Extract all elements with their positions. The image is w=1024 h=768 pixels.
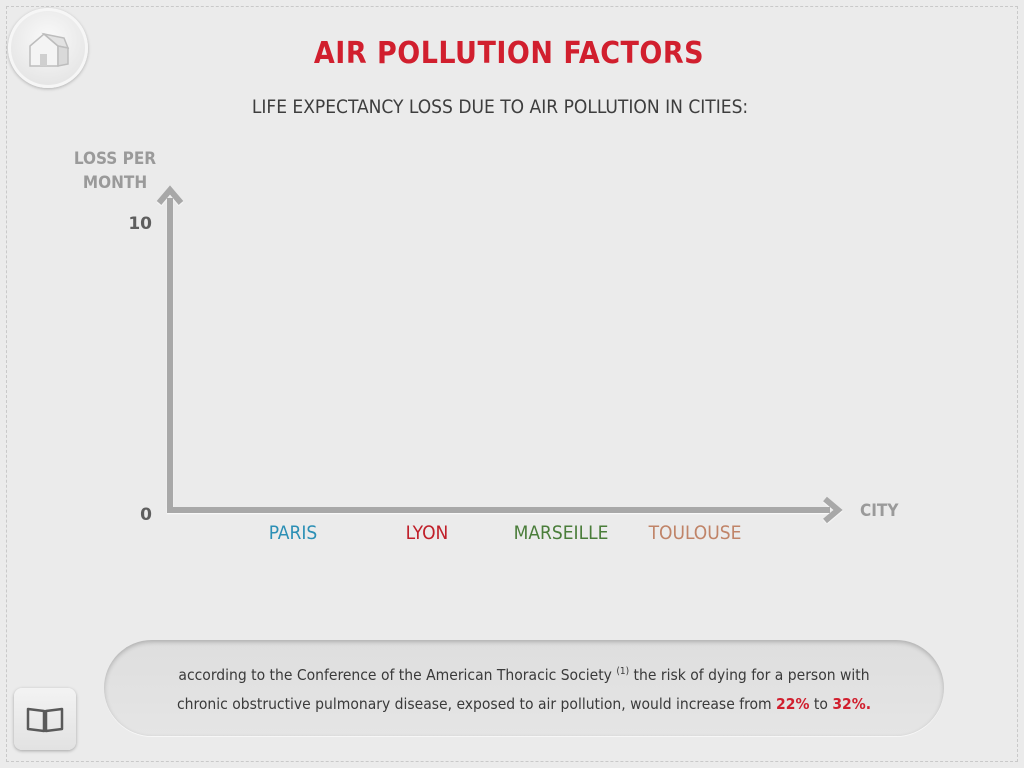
footnote-line2: chronic obstructive pulmonary disease, e… [177,694,772,713]
footnote-line1-end: the risk of dying for a person with [633,666,870,685]
x-axis [167,496,843,524]
book-icon [26,707,64,733]
footnote-box: according to the Conference of the Ameri… [104,640,944,736]
page-title: AIR POLLUTION FACTORS [313,36,705,71]
footnote-text: according to the Conference of the Ameri… [124,658,924,717]
page-subtitle: LIFE EXPECTANCY LOSS DUE TO AIR POLLUTIO… [251,96,749,118]
from-percentage: 22% [776,694,810,713]
category-label-toulouse: TOULOUSE [648,522,742,544]
home-icon [29,32,70,67]
y-axis-label-line1: LOSS PER [74,149,156,169]
footnote-to: to [813,694,828,713]
footnote-reference[interactable]: (1) [616,666,630,678]
home-button[interactable] [8,8,88,88]
footnote-line1-start: according to the Conference of the Ameri… [178,666,612,685]
y-tick-zero: 0 [140,505,152,525]
x-axis-label: CITY [860,501,899,521]
chart: LOSS PER MONTH CITY 10 0 PARIS LYON MARSEI… [74,149,899,544]
y-axis-label-line2: MONTH [83,173,147,193]
y-tick-max: 10 [128,214,152,234]
to-percentage: 32%. [832,694,871,713]
category-label-marseille: MARSEILLE [514,522,609,544]
category-labels: PARIS LYON MARSEILLE TOULOUSE [269,522,742,544]
category-label-lyon: LYON [406,522,449,544]
y-axis [156,185,184,512]
category-label-paris: PARIS [269,522,318,544]
book-button[interactable] [14,688,76,750]
